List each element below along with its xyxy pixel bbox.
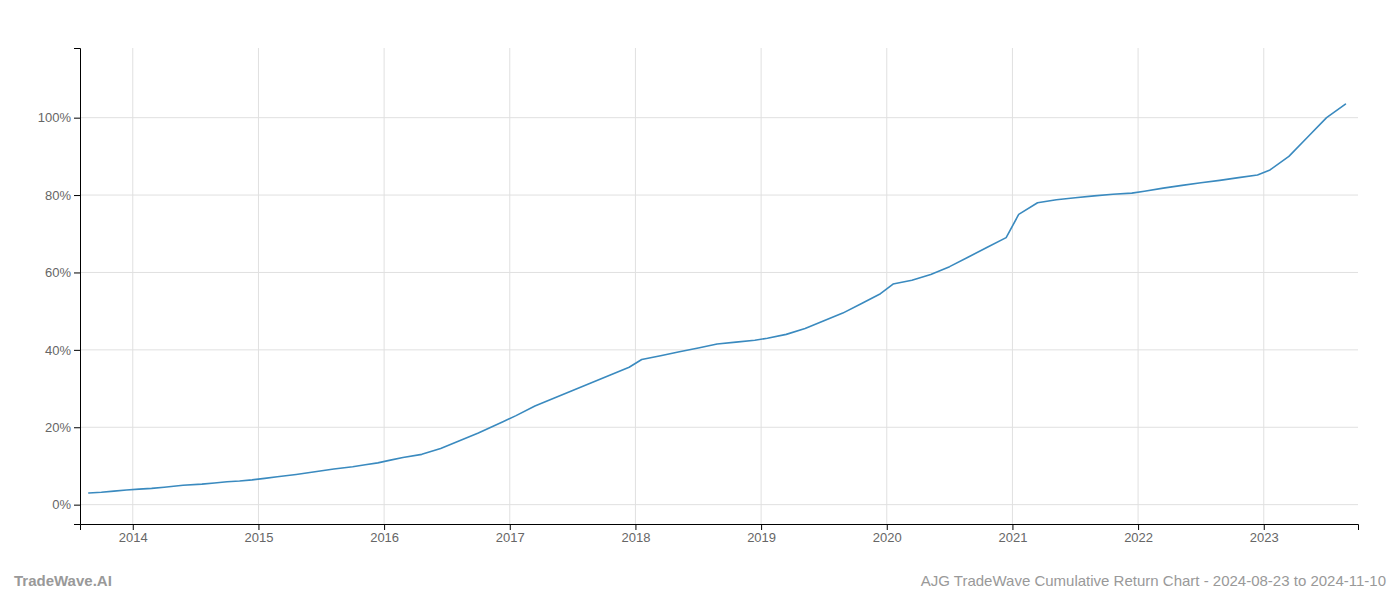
- y-axis-tick-mark: [74, 195, 80, 196]
- y-axis: 0% 20% 40% 60% 80% 100%: [38, 49, 81, 525]
- grid-line-x: [761, 48, 762, 524]
- return-line: [89, 104, 1346, 493]
- x-axis-tick-label: 2021: [998, 530, 1027, 545]
- x-axis-tick-mark: [1138, 524, 1139, 530]
- grid-line-y: [80, 349, 1358, 350]
- grid-line-y: [80, 117, 1358, 118]
- x-axis-tick-label: 2018: [621, 530, 650, 545]
- x-axis-tick: 2020: [873, 524, 902, 545]
- x-axis-tick: 2023: [1250, 524, 1279, 545]
- x-axis-tick-mark: [635, 524, 636, 530]
- grid-line-x: [1012, 48, 1013, 524]
- x-axis-tick-label: 2022: [1124, 530, 1153, 545]
- y-axis-tick-mark: [74, 118, 80, 119]
- x-axis-tick: 2016: [370, 524, 399, 545]
- y-axis-tick: 100%: [38, 110, 80, 125]
- x-axis-tick: 2021: [998, 524, 1027, 545]
- y-axis-tick-label: 60%: [45, 265, 71, 280]
- title: AJG TradeWave Cumulative Return Chart - …: [921, 572, 1386, 589]
- x-axis: 2014 2015 2016 2017 2018 2019 2020 2021 2022 2023: [81, 524, 1359, 545]
- x-axis-tick-label: 2015: [244, 530, 273, 545]
- y-axis-tick: 0%: [52, 497, 80, 512]
- grid-line-y: [80, 195, 1358, 196]
- y-axis-tick-label: 40%: [45, 343, 71, 358]
- x-axis-tick: 2019: [747, 524, 776, 545]
- x-axis-line: [81, 525, 1359, 531]
- x-axis-tick-mark: [133, 524, 134, 530]
- grid-line-y: [80, 272, 1358, 273]
- x-axis-tick-mark: [384, 524, 385, 530]
- grid: [80, 48, 1358, 524]
- watermark: TradeWave.AI: [14, 572, 112, 589]
- y-axis-tick-mark: [74, 427, 80, 428]
- x-axis-tick: 2022: [1124, 524, 1153, 545]
- x-axis-tick-mark: [887, 524, 888, 530]
- x-axis-tick: 2015: [244, 524, 273, 545]
- grid-line-y: [80, 427, 1358, 428]
- x-axis-tick-label: 2016: [370, 530, 399, 545]
- grid-line-x: [132, 48, 133, 524]
- x-axis-tick: 2017: [496, 524, 525, 545]
- x-axis-tick-label: 2017: [496, 530, 525, 545]
- y-axis-tick-label: 0%: [52, 497, 71, 512]
- y-axis-tick-mark: [74, 350, 80, 351]
- grid-line-x: [1263, 48, 1264, 524]
- y-axis-tick-label: 20%: [45, 420, 71, 435]
- y-axis-tick-label: 100%: [38, 110, 72, 125]
- x-axis-tick-mark: [1264, 524, 1265, 530]
- grid-line-x: [886, 48, 887, 524]
- grid-line-x: [258, 48, 259, 524]
- x-axis-tick: 2018: [621, 524, 650, 545]
- plot-area: [89, 104, 1346, 493]
- x-axis-tick-mark: [1012, 524, 1013, 530]
- x-axis-tick-label: 2023: [1250, 530, 1279, 545]
- grid-line-x: [635, 48, 636, 524]
- y-axis-tick: 20%: [45, 420, 80, 435]
- y-axis-tick: 40%: [45, 343, 80, 358]
- y-axis-tick-label: 80%: [45, 188, 71, 203]
- y-axis-tick: 80%: [45, 188, 80, 203]
- y-axis-line: [74, 49, 81, 525]
- grid-line-y: [80, 504, 1358, 505]
- grid-line-x: [1138, 48, 1139, 524]
- y-axis-tick-mark: [74, 272, 80, 273]
- x-axis-tick-mark: [761, 524, 762, 530]
- y-axis-tick: 60%: [45, 265, 80, 280]
- y-axis-tick-mark: [74, 505, 80, 506]
- x-axis-tick-mark: [510, 524, 511, 530]
- x-axis-tick-mark: [258, 524, 259, 530]
- x-axis-tick-label: 2019: [747, 530, 776, 545]
- x-axis-tick-label: 2020: [873, 530, 902, 545]
- grid-line-x: [384, 48, 385, 524]
- x-axis-tick-label: 2014: [119, 530, 148, 545]
- x-axis-tick: 2014: [119, 524, 148, 545]
- chart: 2014 2015 2016 2017 2018 2019 2020 2021 2022 2023…: [0, 0, 1400, 600]
- grid-line-x: [509, 48, 510, 524]
